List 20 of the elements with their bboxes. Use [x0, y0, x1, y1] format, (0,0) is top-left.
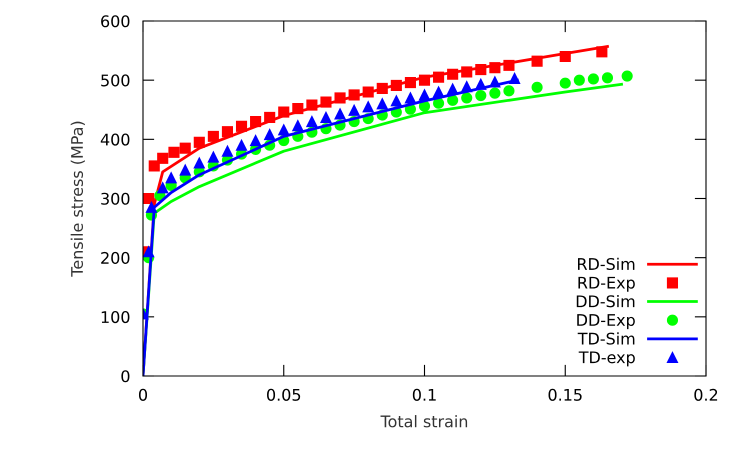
legend-label: RD-Sim: [578, 258, 634, 270]
y-tick-label: 600: [101, 15, 130, 28]
legend-label: DD-Exp: [577, 314, 635, 330]
legend-label: DD-Sim: [576, 295, 634, 308]
x-axis-title: Total strain: [380, 415, 468, 428]
x-tick-label: 0: [138, 388, 148, 401]
y-tick-label: 500: [101, 74, 130, 86]
y-tick-label: 100: [102, 311, 130, 324]
x-tick-label: 0.1: [412, 388, 436, 401]
y-tick-label: 400: [100, 134, 130, 146]
y-axis-title: Tensile stress (MPa): [70, 122, 85, 277]
y-tick-label: 0: [121, 370, 130, 382]
y-tick-label: 200: [101, 252, 130, 264]
legend-label: TD-Sim: [578, 332, 634, 345]
legend-label: TD-exp: [578, 351, 635, 366]
x-tick-label: 0.15: [548, 388, 582, 401]
x-tick-label: 0.2: [694, 388, 718, 401]
x-tick-label: 0.05: [267, 388, 300, 401]
legend-label: RD-Exp: [578, 276, 635, 292]
y-tick-label: 300: [101, 192, 130, 205]
